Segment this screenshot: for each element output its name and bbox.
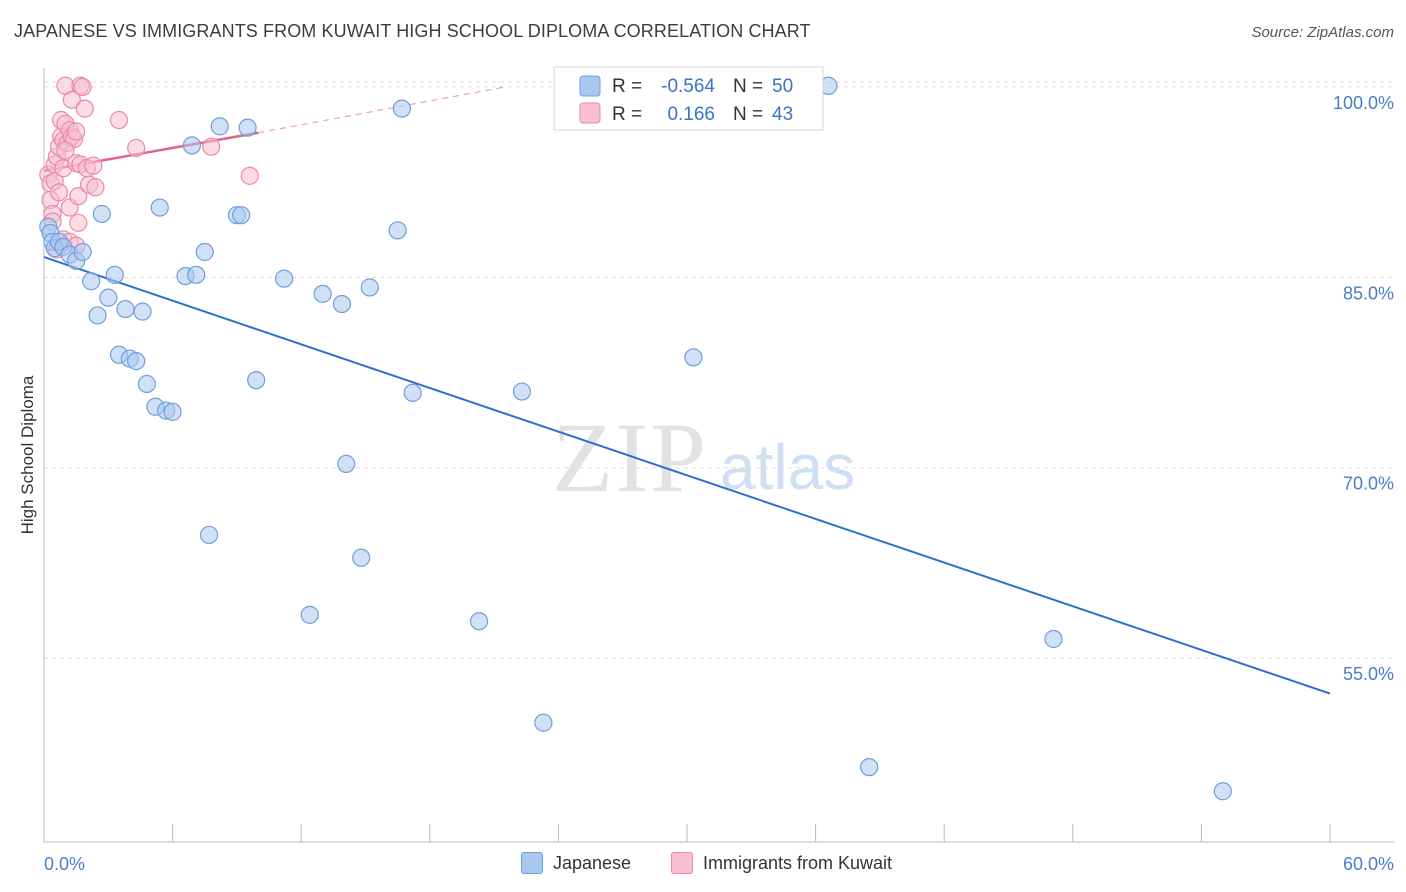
watermark: ZIP atlas (552, 402, 855, 513)
point-japanese (684, 348, 703, 367)
point-japanese (403, 383, 422, 402)
point-japanese (199, 525, 219, 545)
point-kuwait (67, 122, 86, 141)
point-kuwait (62, 90, 81, 109)
point-japanese (392, 99, 412, 118)
point-japanese (182, 136, 201, 155)
point-japanese (232, 206, 251, 225)
point-japanese (88, 306, 107, 325)
point-japanese (332, 294, 352, 314)
point-kuwait (109, 110, 129, 130)
legend-item-kuwait: Immigrants from Kuwait (671, 852, 892, 874)
point-japanese (860, 758, 879, 777)
y-tick-label: 100.0% (1333, 93, 1394, 113)
legend-n-value-japanese: 50 (772, 76, 793, 97)
point-kuwait (202, 137, 221, 156)
point-japanese (127, 352, 146, 371)
x-tick-label-max: 60.0% (1343, 854, 1394, 874)
point-kuwait (84, 156, 103, 175)
point-japanese (534, 713, 553, 732)
point-japanese (512, 382, 532, 401)
series-legend: Japanese Immigrants from Kuwait (0, 852, 1406, 876)
legend-label-japanese: Japanese (553, 852, 632, 873)
point-kuwait (49, 183, 69, 202)
point-japanese (300, 605, 319, 624)
trend-lines (43, 86, 1331, 695)
legend-swatch-kuwait (579, 102, 601, 124)
point-japanese (133, 302, 152, 321)
watermark-atlas: atlas (720, 431, 855, 503)
chart-title: JAPANESE VS IMMIGRANTS FROM KUWAIT HIGH … (14, 21, 811, 41)
legend-item-japanese: Japanese (521, 852, 631, 874)
point-japanese (82, 272, 101, 291)
point-japanese (187, 265, 206, 284)
point-japanese (388, 221, 407, 240)
y-tick-label: 55.0% (1343, 664, 1394, 684)
legend-n-label-japanese: N = (733, 76, 763, 97)
source-label: Source: ZipAtlas.com (1251, 24, 1394, 41)
trend-line-japanese (43, 256, 1331, 695)
point-japanese (195, 242, 214, 262)
point-japanese (1044, 629, 1063, 649)
point-kuwait (86, 178, 105, 197)
point-japanese (105, 265, 124, 284)
legend-label-kuwait: Immigrants from Kuwait (703, 852, 893, 873)
point-japanese (247, 371, 266, 390)
legend-r-label-kuwait: R = (612, 104, 642, 125)
point-japanese (163, 402, 182, 421)
x-tick-label-min: 0.0% (44, 854, 85, 874)
point-japanese (210, 117, 229, 136)
point-japanese (116, 299, 135, 319)
point-kuwait (73, 77, 92, 97)
point-japanese (274, 269, 294, 288)
point-kuwait (69, 213, 88, 232)
point-japanese (238, 118, 257, 137)
legend-r-label-japanese: R = (612, 76, 642, 97)
point-kuwait (69, 187, 88, 206)
point-kuwait (75, 99, 94, 118)
point-japanese (1213, 782, 1232, 801)
y-tick-label: 85.0% (1343, 283, 1394, 303)
point-japanese (150, 198, 169, 217)
point-japanese (137, 374, 156, 394)
point-japanese (313, 284, 332, 303)
legend-swatch-kuwait-bottom (671, 852, 693, 874)
y-tick-label: 70.0% (1343, 474, 1394, 494)
point-japanese (337, 454, 356, 473)
legend-swatch-japanese (579, 75, 601, 97)
legend-swatch-japanese-bottom (521, 852, 543, 874)
tick-labels: 55.0% 70.0% 85.0% 100.0% 0.0% 60.0% (44, 93, 1394, 874)
stats-legend: R = -0.564 N = 50 R = 0.166 N = 43 (553, 66, 824, 131)
point-japanese (92, 204, 111, 224)
point-japanese (469, 612, 489, 631)
point-kuwait (127, 138, 146, 158)
point-japanese (73, 242, 92, 262)
legend-r-value-japanese: -0.564 (661, 76, 715, 97)
legend-r-value-kuwait: 0.166 (667, 104, 715, 125)
point-kuwait (240, 166, 259, 185)
point-kuwait (56, 141, 75, 160)
point-japanese (360, 278, 379, 297)
point-japanese (352, 548, 371, 567)
legend-n-value-kuwait: 43 (772, 104, 793, 125)
point-japanese (99, 288, 118, 307)
trend-line-kuwait-extension (258, 86, 505, 134)
watermark-zip: ZIP (552, 402, 708, 513)
data-points (39, 76, 1232, 801)
legend-n-label-kuwait: N = (733, 104, 763, 125)
